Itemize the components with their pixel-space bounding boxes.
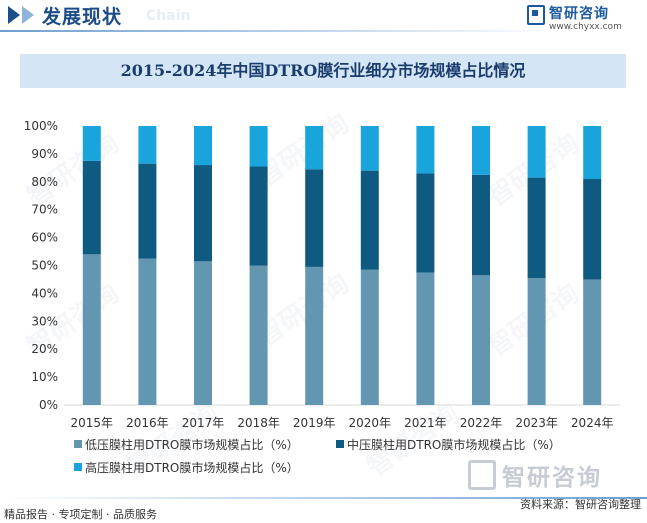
header-divider [0,30,560,32]
y-tick-label: 70% [31,203,58,217]
x-tick-label: 2018年 [237,416,280,430]
brand-logo: 智研咨询 www.chyxx.com [527,3,637,37]
bar-segment-low [527,278,546,405]
x-tick-label: 2024年 [571,416,614,430]
brand-icon [527,5,545,25]
bar-segment-low [249,265,268,405]
bar-segment-mid [583,179,602,280]
bar-segment-high [305,126,324,170]
footer-logo-text: 智研咨询 [502,465,602,491]
x-tick-label: 2021年 [404,416,447,430]
arrow-icon [8,6,20,24]
bar-segment-mid [249,166,268,266]
chart-title: 2015-2024年中国DTRO膜行业细分市场规模占比情况 [120,61,526,80]
legend-item: 低压膜柱用DTRO膜市场规模占比（%） [74,436,299,453]
section-subtitle: Chain [146,8,191,24]
legend-item: 高压膜柱用DTRO膜市场规模占比（%） [74,459,299,476]
top-header: 发展现状 Chain [0,0,647,34]
bar-segment-low [82,254,101,405]
bar-segment-low [305,266,324,405]
bar-segment-mid [138,163,157,259]
y-tick-label: 100% [24,119,58,133]
bar-segment-mid [82,160,101,255]
brand-name: 智研咨询 [549,6,609,22]
bar-segment-low [416,272,435,405]
legend-label: 高压膜柱用DTRO膜市场规模占比（%） [85,461,299,475]
y-tick-label: 0% [39,398,58,412]
legend-label: 低压膜柱用DTRO膜市场规模占比（%） [85,438,299,452]
bar-segment-high [138,126,157,164]
bar-segment-high [527,126,546,178]
bar-segment-low [360,269,379,405]
x-tick-label: 2016年 [126,416,169,430]
legend-swatch [74,440,82,448]
x-tick-label: 2022年 [460,416,503,430]
footer-source: 资料来源：智研咨询整理 [520,498,641,511]
x-tick-label: 2023年 [515,416,558,430]
arrow-icon [22,6,34,24]
y-tick-label: 90% [31,147,58,161]
footer-logo: 智研咨询 [468,458,638,491]
legend-item: 中压膜柱用DTRO膜市场规模占比（%） [336,436,561,453]
bar-segment-mid [360,170,379,270]
bar-segment-high [472,126,490,175]
y-tick-label: 30% [31,314,58,328]
bar-segment-high [194,126,212,166]
bar-segment-high [82,126,101,161]
legend-swatch [336,440,344,448]
footer-divider [0,497,647,499]
bar-segment-high [249,126,268,167]
y-tick-label: 60% [31,231,58,245]
bar-segment-low [472,275,490,405]
y-tick-label: 20% [31,342,58,356]
bar-segment-low [194,261,212,405]
legend-label: 中压膜柱用DTRO膜市场规模占比（%） [347,438,561,452]
x-tick-label: 2017年 [182,416,225,430]
brand-url: www.chyxx.com [549,22,622,32]
footer-logo-icon [468,460,496,490]
bar-segment-high [583,126,602,180]
bar-segment-mid [472,174,490,276]
bar-segment-low [583,279,602,405]
bar-segment-mid [416,173,435,273]
x-tick-label: 2019年 [293,416,336,430]
y-tick-label: 10% [31,370,58,384]
bar-segment-mid [305,169,324,267]
legend-swatch [74,463,82,471]
bar-segment-high [416,126,435,174]
bar-segment-high [360,126,379,171]
bar-segment-low [138,258,157,405]
y-tick-label: 50% [31,259,58,273]
bar-segment-mid [527,177,546,279]
section-title: 发展现状 [42,6,123,28]
x-tick-label: 2015年 [71,416,114,430]
y-tick-label: 40% [31,286,58,300]
x-tick-label: 2020年 [349,416,392,430]
y-tick-label: 80% [31,175,58,189]
footer-tagline: 精品报告 · 专项定制 · 品质服务 [4,508,157,521]
bar-segment-mid [194,165,212,262]
chart-title-box: 2015-2024年中国DTRO膜行业细分市场规模占比情况 [20,54,626,88]
